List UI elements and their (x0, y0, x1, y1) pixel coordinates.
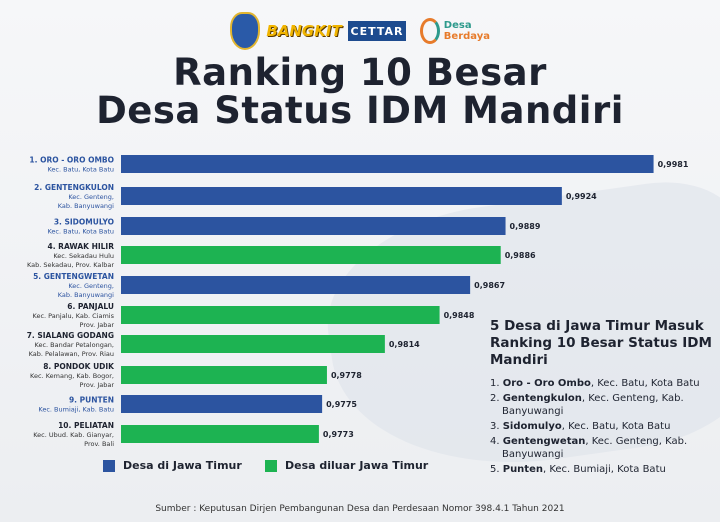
bar (121, 276, 471, 294)
bar (121, 366, 327, 384)
title-line-2: Desa Status IDM Mandiri (96, 89, 624, 132)
page-title: Ranking 10 Besar Desa Status IDM Mandiri (0, 54, 720, 130)
value-label: 0,9775 (326, 400, 357, 409)
category-sublabel: Kab. Sekadau, Prov. Kalbar (27, 261, 114, 269)
category-sublabel: Prov. Jabar (80, 381, 115, 389)
cettar-logo: CETTAR (348, 21, 406, 41)
category-sublabel: Kec. Bandar Petalongan, (35, 341, 114, 349)
category-sublabel: Kec. Sekadau Hulu (53, 252, 114, 260)
category-label: 9. PUNTEN (69, 396, 114, 405)
jatim-bangkit-logo: BANGKIT (266, 22, 342, 40)
category-sublabel: Kab. Banyuwangi (58, 202, 114, 210)
summary-item-text: 3. (490, 421, 503, 432)
value-label: 0,9889 (510, 222, 541, 231)
category-sublabel: Kec. Ubud. Kab. Gianyar, (33, 431, 114, 439)
category-sublabel: Kec. Batu, Kota Batu (47, 228, 114, 236)
category-sublabel: Kec. Panjalu, Kab. Ciamis (33, 312, 115, 320)
summary-item-text: Punten (502, 464, 543, 475)
category-label: 8. PONDOK UDIK (43, 362, 115, 371)
category-label: 7. SIALANG GODANG (27, 331, 114, 340)
value-label: 0,9867 (474, 281, 505, 290)
legend-luar: Desa diluar Jawa Timur (265, 459, 428, 472)
category-sublabel: Kec. Genteng, (68, 193, 114, 201)
category-label: 4. RAWAK HILIR (48, 242, 115, 251)
category-label: 5. GENTENGWETAN (33, 272, 114, 281)
value-label: 0,9886 (505, 251, 536, 260)
summary-item-text: 5. (490, 464, 503, 475)
category-sublabel: Prov. Jabar (80, 321, 115, 329)
category-label: 6. PANJALU (67, 302, 114, 311)
category-sublabel: Prov. Bali (84, 440, 114, 448)
title-line-1: Ranking 10 Besar (173, 51, 547, 94)
summary-item: 4. Gentengwetan, Kec. Genteng, Kab. Bany… (490, 435, 720, 461)
summary-item-text: Oro - Oro Ombo (502, 378, 591, 389)
summary-item-text: Gentengwetan (502, 436, 586, 447)
jatim-seal-logo (230, 12, 260, 50)
bar (121, 335, 385, 353)
category-sublabel: Kec. Bumiaji, Kab. Batu (38, 406, 114, 414)
legend-swatch-blue (103, 459, 115, 472)
summary-item-text: 2. (490, 393, 503, 404)
legend-swatch-green (265, 459, 277, 472)
jatim-summary: 5 Desa di Jawa Timur Masuk Ranking 10 Be… (490, 318, 720, 478)
category-sublabel: Kec. Batu, Kota Batu (47, 166, 114, 174)
summary-item-text: 4. (490, 436, 503, 447)
legend-label: Desa di Jawa Timur (123, 459, 242, 472)
summary-heading: 5 Desa di Jawa Timur Masuk Ranking 10 Be… (490, 318, 712, 368)
summary-item-text: , Kec. Genteng, Kab. Banyuwangi (502, 393, 684, 417)
value-label: 0,9848 (444, 311, 475, 320)
category-sublabel: Kab. Pelalawan, Prov. Riau (29, 350, 114, 358)
summary-item-text: , Kec. Batu, Kota Batu (561, 421, 671, 432)
summary-item-text: 1. (490, 378, 503, 389)
legend-jatim: Desa di Jawa Timur (103, 459, 242, 472)
summary-item: 1. Oro - Oro Ombo, Kec. Batu, Kota Batu (490, 377, 720, 390)
desa-berdaya-logo: Desa Berdaya (420, 14, 490, 48)
summary-item-text: Sidomulyo (502, 421, 562, 432)
bar (121, 425, 319, 443)
summary-item-text: , Kec. Batu, Kota Batu (590, 378, 700, 389)
bar (121, 246, 501, 264)
value-label: 0,9924 (566, 192, 597, 201)
category-label: 1. ORO - ORO OMBO (29, 156, 114, 165)
summary-item-text: , Kec. Genteng, Kab. Banyuwangi (502, 436, 688, 460)
summary-item: 5. Punten, Kec. Bumiaji, Kota Batu (490, 463, 720, 476)
bar (121, 306, 440, 324)
category-sublabel: Kab. Banyuwangi (58, 291, 114, 299)
value-label: 0,9981 (658, 160, 689, 169)
summary-item-text: Gentengkulon (502, 393, 582, 404)
logo-bar: BANGKIT CETTAR Desa Berdaya (0, 12, 720, 50)
bar (121, 155, 654, 173)
value-label: 0,9778 (331, 371, 362, 380)
category-label: 10. PELIATAN (58, 421, 114, 430)
summary-item-text: , Kec. Bumiaji, Kota Batu (542, 464, 666, 475)
category-sublabel: Kec. Kemang, Kab. Bogor, (30, 372, 114, 380)
bar (121, 187, 562, 205)
value-label: 0,9773 (323, 430, 354, 439)
category-label: 3. SIDOMULYO (54, 218, 114, 227)
summary-item: 3. Sidomulyo, Kec. Batu, Kota Batu (490, 420, 720, 433)
source-note: Sumber : Keputusan Dirjen Pembangunan De… (155, 504, 565, 514)
bar (121, 217, 506, 235)
category-sublabel: Kec. Genteng, (68, 282, 114, 290)
value-label: 0,9814 (389, 340, 420, 349)
summary-list: 1. Oro - Oro Ombo, Kec. Batu, Kota Batu 2… (490, 377, 720, 476)
summary-item: 2. Gentengkulon, Kec. Genteng, Kab. Bany… (490, 392, 720, 418)
legend-label: Desa diluar Jawa Timur (285, 459, 429, 472)
category-label: 2. GENTENGKULON (34, 183, 114, 192)
bar (121, 395, 323, 413)
